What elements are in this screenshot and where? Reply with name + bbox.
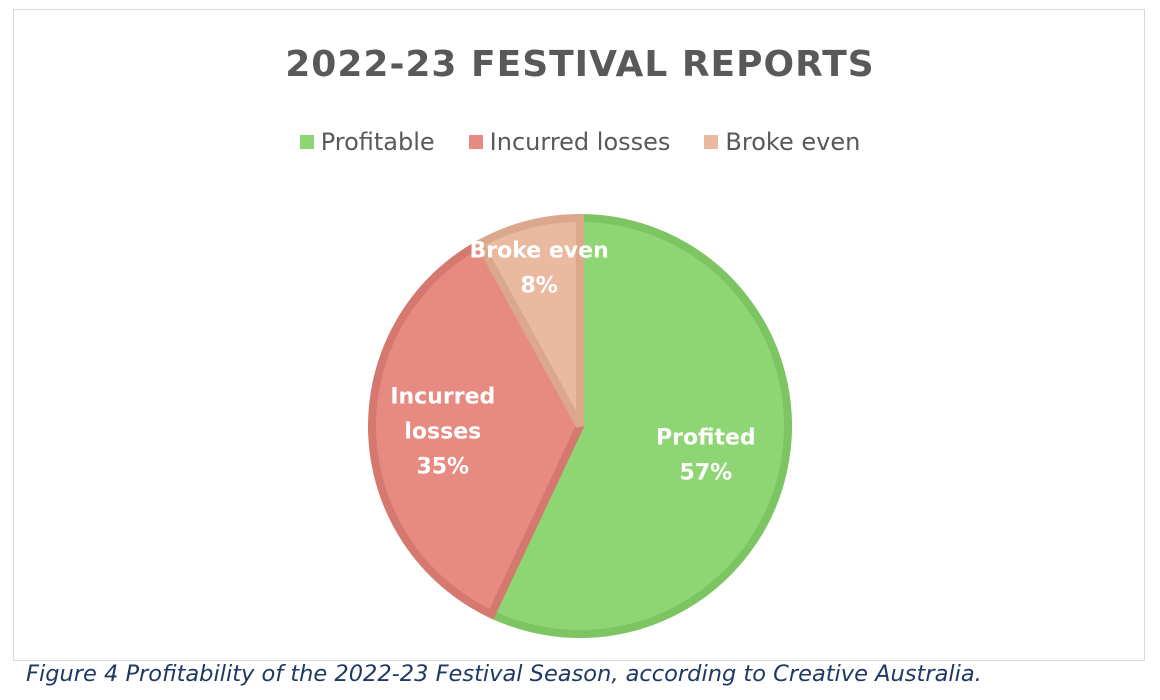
chart-title: 2022-23 FESTIVAL REPORTS [285, 44, 875, 85]
pie-chart: Profited 57% Incurred losses 35% Broke even 8% [368, 213, 792, 638]
pie-label-incurred-losses: Incurred losses 35% [390, 384, 495, 479]
legend-item-broke-even: Broke even [704, 128, 860, 156]
pie-label-profitable: Profited 57% [656, 426, 756, 486]
legend-item-incurred-losses: Incurred losses [468, 128, 671, 156]
pie-label-broke-even: Broke even 8% [470, 238, 609, 298]
legend-swatch-incurred-losses [468, 135, 483, 149]
figure-caption: Figure 4 Profitability of the 2022-23 Fe… [26, 661, 982, 687]
pie-slice-profitable [486, 213, 792, 638]
legend-swatch-broke-even [704, 135, 719, 149]
legend-swatch-profitable [299, 135, 314, 149]
legend-item-profitable: Profitable [299, 128, 435, 156]
chart-legend: Profitable Incurred losses Broke even [14, 128, 1146, 156]
pie-slice-broke-even [474, 213, 584, 428]
legend-label-broke-even: Broke even [725, 128, 861, 156]
legend-label-profitable: Profitable [320, 128, 435, 156]
chart-frame: 2022-23 FESTIVAL REPORTS Profitable Incu… [13, 9, 1145, 661]
legend-label-incurred-losses: Incurred losses [489, 128, 671, 156]
